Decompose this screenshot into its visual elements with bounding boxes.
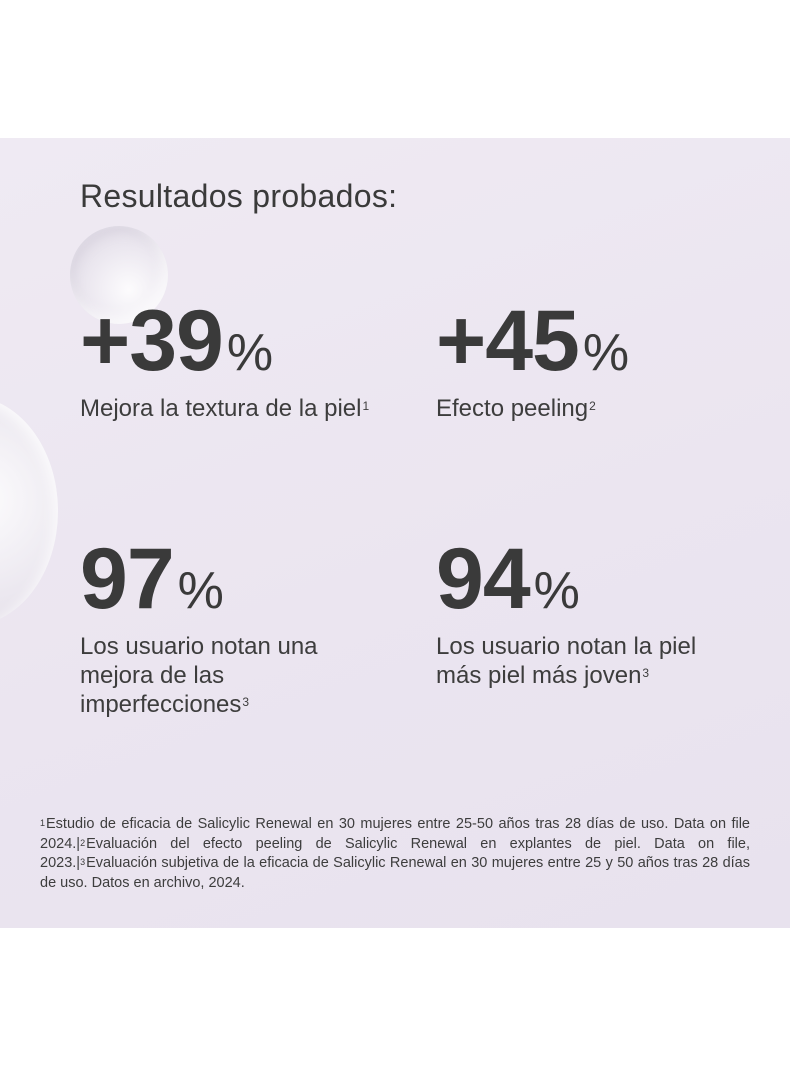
footnote-ref: 1 <box>362 399 370 413</box>
panel-title: Resultados probados: <box>80 178 398 214</box>
footnote-ref: 3 <box>642 666 650 680</box>
stat-unit: % <box>177 562 224 620</box>
stat-unit: % <box>226 324 274 382</box>
stat-peeling: +45% Efecto peeling2 <box>436 298 736 423</box>
footnote-ref: 2 <box>589 399 596 413</box>
stat-number: +45 <box>436 293 580 389</box>
stat-description: Efecto peeling2 <box>436 394 736 423</box>
stat-description-text: Los usuario notan una mejora de las impe… <box>80 633 318 718</box>
stat-unit: % <box>533 562 580 620</box>
results-panel: Resultados probados: +39% Mejora la text… <box>0 138 790 928</box>
stat-value: +45% <box>436 298 736 384</box>
footnote-text: Evaluación del efecto peeling de Salicyl… <box>40 835 750 872</box>
footnotes: 1Estudio de eficacia de Salicylic Renewa… <box>40 815 750 893</box>
stat-imperfections: 97% Los usuario notan una mejora de las … <box>80 536 340 719</box>
stat-texture: +39% Mejora la textura de la piel1 <box>80 298 380 423</box>
stat-description-text: Los usuario notan la piel más piel más j… <box>436 633 697 689</box>
footnote-text: Estudio de eficacia de Salicylic Renewal… <box>40 816 750 852</box>
stat-number: 97 <box>80 531 175 627</box>
footnote-marker: 2 <box>80 837 86 848</box>
stat-younger-skin: 94% Los usuario notan la piel más piel m… <box>436 536 726 690</box>
stat-value: 97% <box>80 536 340 622</box>
stat-description: Los usuario notan una mejora de las impe… <box>80 632 340 719</box>
stat-description-text: Mejora la textura de la piel <box>80 395 362 422</box>
footnote-marker: 3 <box>80 857 86 867</box>
stat-value: 94% <box>436 536 726 622</box>
stat-description-text: Efecto peeling <box>436 395 589 422</box>
stat-unit: % <box>582 324 630 382</box>
serum-drop-small <box>70 226 168 324</box>
stat-value: +39% <box>80 298 380 384</box>
stat-description: Los usuario notan la piel más piel más j… <box>436 632 726 690</box>
footnote-text: Evaluación subjetiva de la eficacia de S… <box>40 855 750 891</box>
stat-description: Mejora la textura de la piel1 <box>80 394 380 423</box>
footnote-marker: 1 <box>40 818 46 828</box>
stat-number: +39 <box>80 293 224 389</box>
serum-drop-large <box>0 396 58 626</box>
stat-number: 94 <box>436 531 531 627</box>
footnote-ref: 3 <box>242 695 250 709</box>
